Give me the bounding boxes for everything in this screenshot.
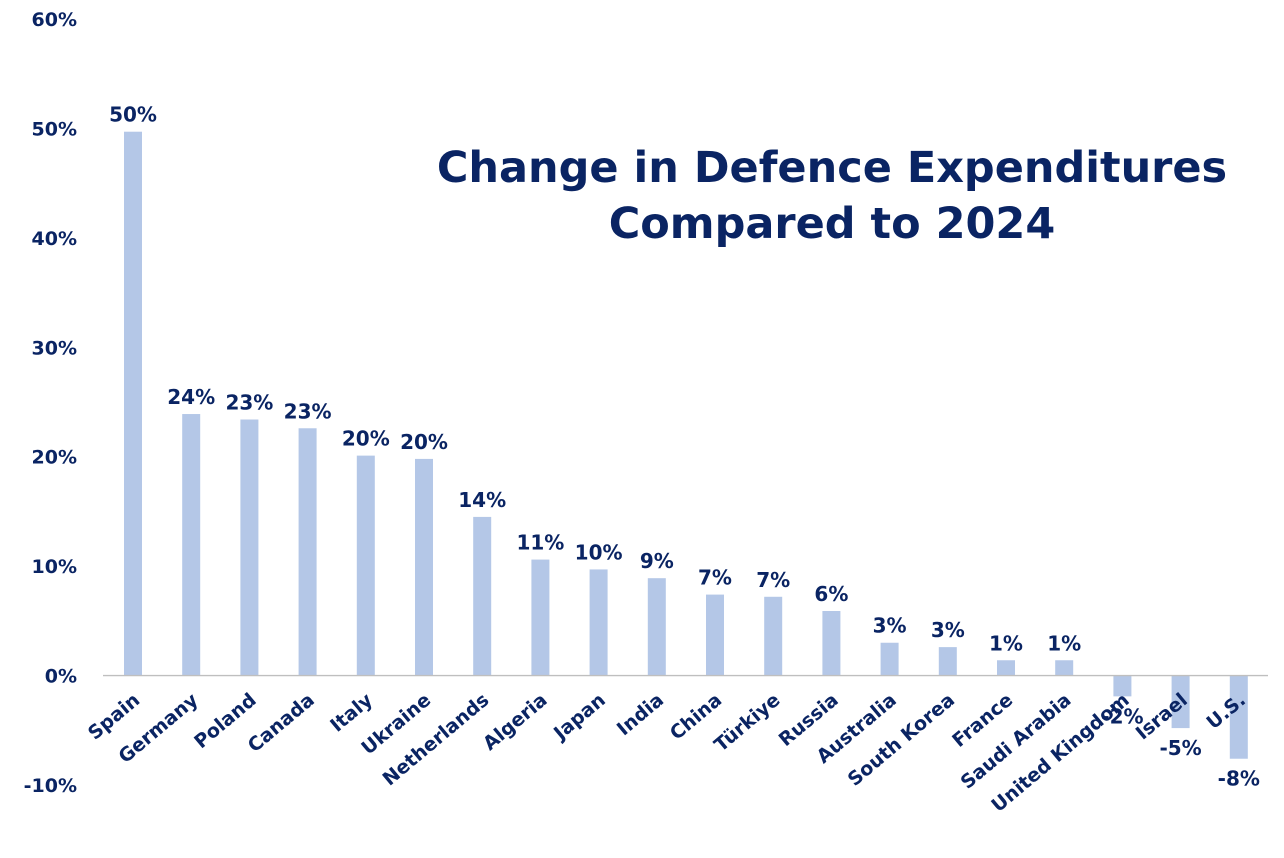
data-label: 9% bbox=[640, 549, 674, 573]
x-tick-label: Türkiye bbox=[710, 689, 784, 756]
bar bbox=[764, 596, 783, 676]
x-tick-label: Japan bbox=[548, 689, 610, 746]
y-tick-label: 20% bbox=[32, 447, 77, 469]
data-label: 20% bbox=[342, 427, 390, 451]
data-label: 1% bbox=[989, 631, 1023, 655]
bar bbox=[356, 455, 375, 676]
bar bbox=[473, 516, 492, 676]
data-label: 7% bbox=[756, 568, 790, 592]
bar bbox=[938, 647, 957, 676]
data-label: 11% bbox=[516, 531, 564, 555]
y-tick-label: -10% bbox=[24, 775, 77, 797]
bar bbox=[182, 414, 201, 676]
data-label: 10% bbox=[575, 540, 623, 564]
bar bbox=[240, 419, 259, 676]
data-label: 6% bbox=[814, 582, 848, 606]
chart-title-line-2: Compared to 2024 bbox=[608, 199, 1056, 249]
data-label: 24% bbox=[167, 385, 215, 409]
bar bbox=[1055, 660, 1074, 676]
data-label: 23% bbox=[225, 391, 273, 415]
bar bbox=[415, 458, 433, 676]
data-label: -2% bbox=[1101, 704, 1143, 728]
bar bbox=[589, 569, 608, 676]
chart-title: Change in Defence Expenditures Compared … bbox=[380, 140, 1284, 252]
x-tick-label: India bbox=[613, 689, 668, 740]
y-tick-label: 40% bbox=[32, 228, 77, 250]
data-label: 3% bbox=[873, 614, 907, 638]
data-label: 1% bbox=[1047, 631, 1081, 655]
x-tick-label: Netherlands bbox=[379, 689, 494, 790]
x-tick-label: South Korea bbox=[844, 689, 959, 791]
bar bbox=[298, 428, 317, 676]
data-label: 3% bbox=[931, 618, 965, 642]
y-tick-label: 60% bbox=[32, 9, 77, 31]
data-label: 14% bbox=[458, 488, 506, 512]
data-label: 7% bbox=[698, 566, 732, 590]
bar bbox=[997, 660, 1015, 676]
bar bbox=[124, 131, 142, 676]
y-tick-label: 10% bbox=[32, 556, 77, 578]
x-tick-label: Italy bbox=[326, 689, 377, 737]
x-tick-label: Algeria bbox=[479, 689, 552, 755]
bar bbox=[1113, 675, 1132, 697]
data-label: 50% bbox=[109, 103, 157, 127]
data-label: 23% bbox=[284, 399, 332, 423]
data-label: -8% bbox=[1218, 767, 1260, 791]
y-tick-label: 0% bbox=[45, 666, 77, 688]
chart-title-line-1: Change in Defence Expenditures bbox=[436, 143, 1228, 193]
y-tick-label: 30% bbox=[32, 337, 77, 359]
bar bbox=[647, 578, 666, 676]
bar bbox=[1171, 675, 1190, 729]
bar bbox=[822, 611, 841, 676]
y-tick-label: 50% bbox=[32, 118, 77, 140]
bar bbox=[1229, 675, 1248, 759]
data-label: -5% bbox=[1159, 736, 1201, 760]
bar bbox=[880, 642, 899, 676]
bar bbox=[531, 559, 550, 676]
data-label: 20% bbox=[400, 430, 448, 454]
bar bbox=[706, 594, 724, 676]
